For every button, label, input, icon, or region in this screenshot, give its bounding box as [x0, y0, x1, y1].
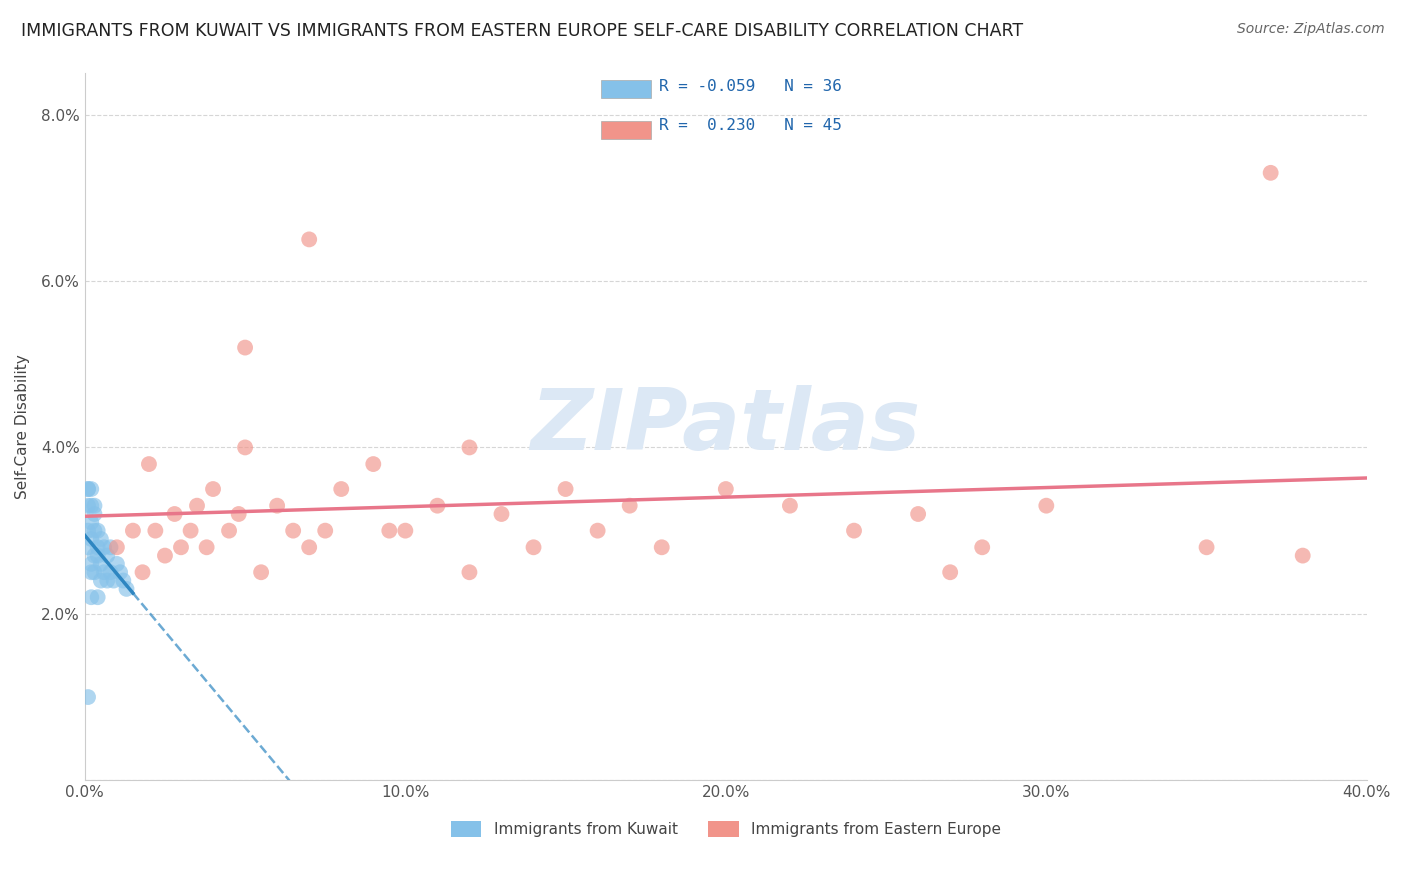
- Point: [250, 566, 273, 580]
- Point: [86, 541, 108, 555]
- Text: ZIPatlas: ZIPatlas: [530, 385, 921, 468]
- Point: [458, 566, 481, 580]
- Point: [619, 499, 641, 513]
- Point: [83, 566, 105, 580]
- FancyBboxPatch shape: [602, 121, 651, 139]
- Point: [170, 541, 193, 555]
- Point: [228, 507, 250, 521]
- Point: [233, 341, 256, 355]
- Point: [122, 524, 145, 538]
- Point: [80, 482, 103, 496]
- Point: [108, 566, 131, 580]
- Point: [394, 524, 416, 538]
- Point: [714, 482, 737, 496]
- Point: [83, 524, 105, 538]
- Point: [266, 499, 288, 513]
- Text: R =  0.230   N = 45: R = 0.230 N = 45: [659, 119, 842, 134]
- Point: [1260, 166, 1282, 180]
- Text: Source: ZipAtlas.com: Source: ZipAtlas.com: [1237, 22, 1385, 37]
- Point: [103, 574, 125, 588]
- Point: [586, 524, 609, 538]
- FancyBboxPatch shape: [602, 80, 651, 98]
- Point: [80, 566, 103, 580]
- Point: [80, 591, 103, 605]
- Point: [77, 482, 100, 496]
- Point: [105, 541, 128, 555]
- Point: [100, 541, 122, 555]
- Point: [491, 507, 513, 521]
- Point: [112, 574, 135, 588]
- Point: [298, 541, 321, 555]
- Point: [1292, 549, 1315, 563]
- Point: [77, 524, 100, 538]
- Point: [779, 499, 801, 513]
- Text: R = -0.059   N = 36: R = -0.059 N = 36: [659, 78, 842, 94]
- Point: [86, 524, 108, 538]
- Point: [153, 549, 176, 563]
- Point: [80, 499, 103, 513]
- Point: [80, 516, 103, 530]
- Point: [138, 457, 160, 471]
- Point: [233, 441, 256, 455]
- Point: [100, 566, 122, 580]
- Point: [651, 541, 673, 555]
- Point: [83, 507, 105, 521]
- Point: [972, 541, 994, 555]
- Point: [131, 566, 153, 580]
- Point: [522, 541, 544, 555]
- Point: [96, 574, 118, 588]
- Point: [554, 482, 576, 496]
- Point: [77, 482, 100, 496]
- Point: [83, 499, 105, 513]
- Point: [96, 549, 118, 563]
- Point: [378, 524, 401, 538]
- Point: [202, 482, 225, 496]
- Legend: Immigrants from Kuwait, Immigrants from Eastern Europe: Immigrants from Kuwait, Immigrants from …: [444, 815, 1007, 843]
- Point: [90, 557, 112, 571]
- Point: [90, 532, 112, 546]
- Point: [195, 541, 218, 555]
- Point: [77, 541, 100, 555]
- Point: [90, 574, 112, 588]
- Point: [180, 524, 202, 538]
- Point: [186, 499, 208, 513]
- Point: [283, 524, 305, 538]
- Point: [77, 499, 100, 513]
- Point: [907, 507, 929, 521]
- Y-axis label: Self-Care Disability: Self-Care Disability: [15, 354, 30, 499]
- Point: [426, 499, 449, 513]
- Point: [314, 524, 336, 538]
- Point: [939, 566, 962, 580]
- Point: [115, 582, 138, 596]
- Point: [80, 532, 103, 546]
- Point: [77, 690, 100, 704]
- Point: [842, 524, 865, 538]
- Point: [80, 557, 103, 571]
- Point: [218, 524, 240, 538]
- Point: [361, 457, 384, 471]
- Point: [1035, 499, 1057, 513]
- Point: [298, 232, 321, 246]
- Point: [86, 591, 108, 605]
- Point: [105, 557, 128, 571]
- Point: [1195, 541, 1218, 555]
- Point: [458, 441, 481, 455]
- Point: [163, 507, 186, 521]
- Text: IMMIGRANTS FROM KUWAIT VS IMMIGRANTS FROM EASTERN EUROPE SELF-CARE DISABILITY CO: IMMIGRANTS FROM KUWAIT VS IMMIGRANTS FRO…: [21, 22, 1024, 40]
- Point: [330, 482, 353, 496]
- Point: [83, 549, 105, 563]
- Point: [93, 566, 115, 580]
- Point: [93, 541, 115, 555]
- Point: [86, 549, 108, 563]
- Point: [143, 524, 166, 538]
